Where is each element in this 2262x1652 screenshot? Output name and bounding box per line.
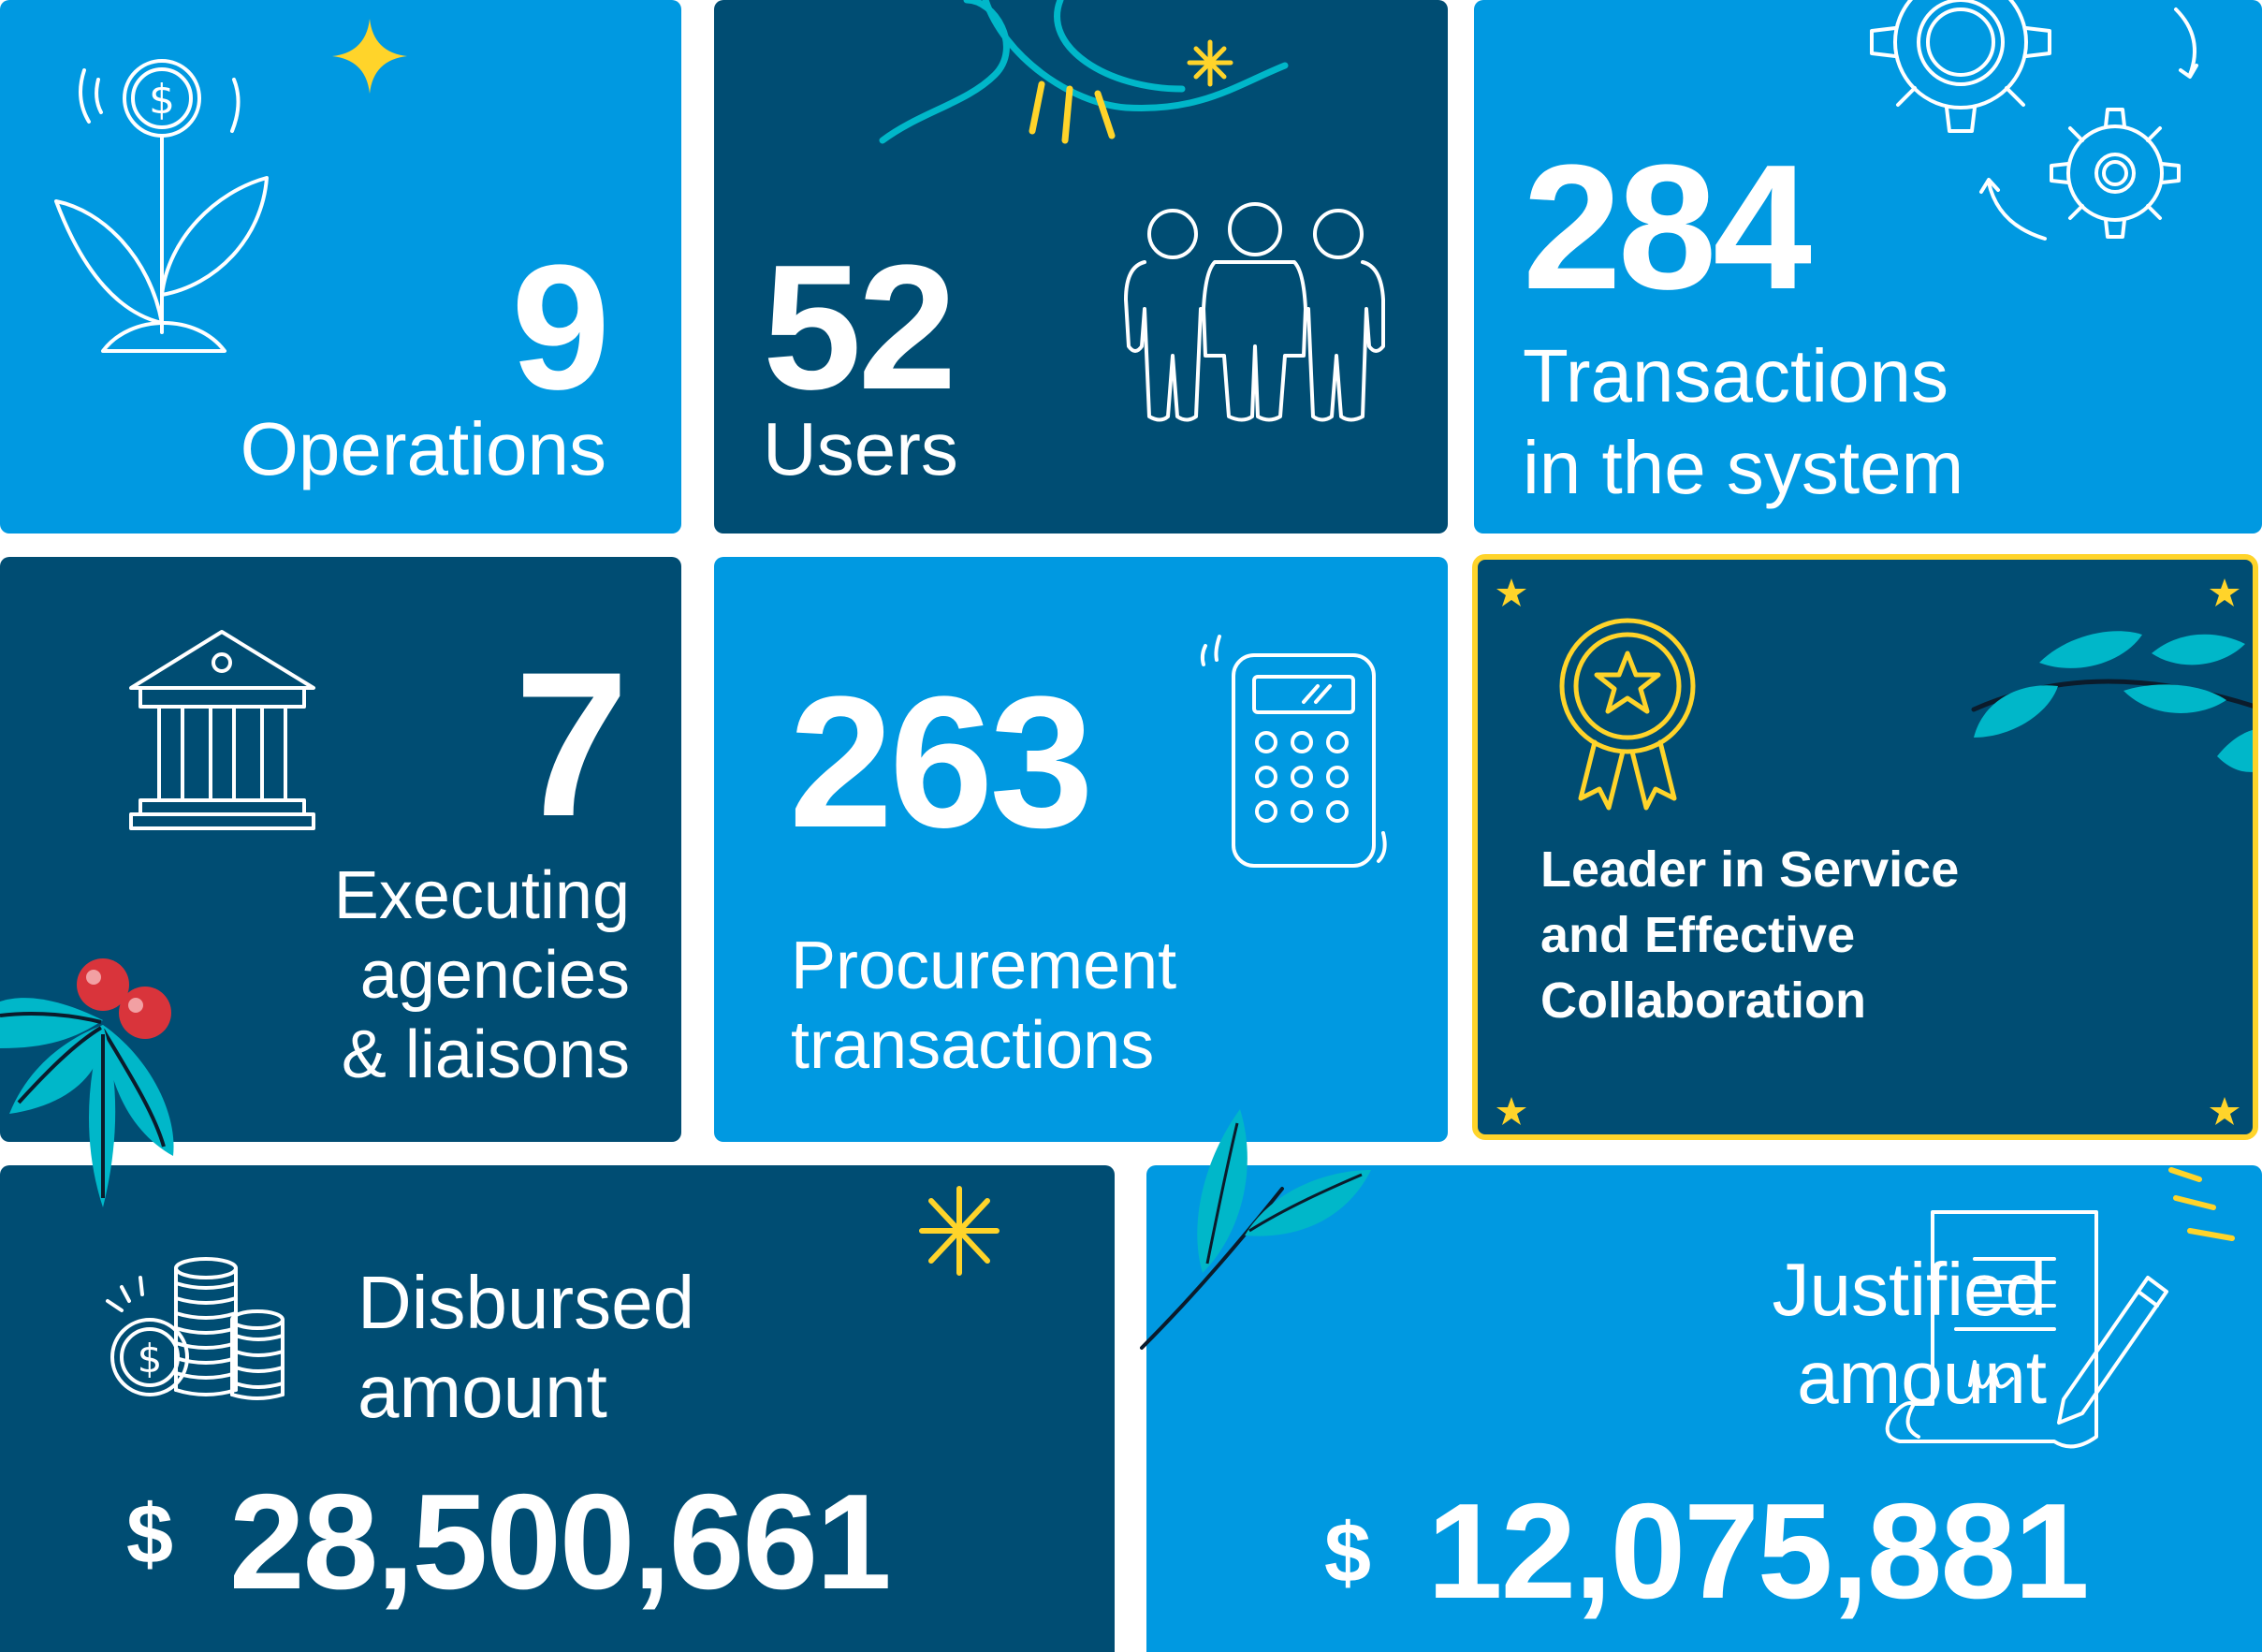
transactions-label-line2: in the system bbox=[1523, 426, 1964, 509]
sparkle-burst-icon bbox=[919, 1186, 1000, 1276]
disbursed-card: $ Disbursed amount $ 28,500,661 bbox=[0, 1165, 1115, 1652]
agencies-value: 7 bbox=[514, 629, 629, 859]
procurement-value: 263 bbox=[789, 658, 1094, 867]
star-corner-icon bbox=[1496, 1097, 1526, 1125]
procurement-card: 263 Procurement transactions bbox=[714, 557, 1448, 1142]
document-sign-icon bbox=[1885, 1210, 2168, 1449]
procurement-label-line1: Procurement bbox=[791, 928, 1177, 1003]
sparkle-icon bbox=[332, 19, 407, 94]
disbursed-label-line1: Disbursed bbox=[358, 1261, 695, 1344]
justified-amount: 12,075,881 bbox=[1427, 1475, 2090, 1627]
users-card: 52 Users bbox=[714, 0, 1448, 534]
agencies-label-line1: Executing bbox=[333, 858, 630, 933]
operations-card: $ 9 Operations bbox=[0, 0, 681, 534]
leaf-branch-decoration bbox=[1971, 631, 2253, 772]
star-corner-icon bbox=[2210, 1097, 2240, 1125]
plant-coin-icon: $ bbox=[54, 59, 269, 353]
svg-text:$: $ bbox=[149, 76, 175, 124]
transactions-card: 284 Transactions in the system bbox=[1474, 0, 2262, 534]
agencies-card: 7 Executing agencies & liaisons bbox=[0, 557, 681, 1142]
award-line1: Leader in Service bbox=[1540, 841, 1960, 898]
operations-value: 9 bbox=[511, 228, 610, 427]
users-value: 52 bbox=[763, 228, 956, 427]
award-line2: and Effective bbox=[1540, 907, 1856, 963]
justified-label-line1: Justified bbox=[1772, 1248, 2047, 1331]
award-card: Leader in Service and Effective Collabor… bbox=[1472, 554, 2258, 1140]
users-label: Users bbox=[763, 407, 958, 490]
star-corner-icon bbox=[1496, 578, 1526, 607]
transactions-label-line1: Transactions bbox=[1523, 334, 1948, 417]
transactions-value: 284 bbox=[1523, 128, 1812, 327]
bank-icon bbox=[129, 630, 315, 830]
disbursed-currency: $ bbox=[126, 1488, 174, 1582]
people-icon bbox=[1124, 202, 1385, 422]
coins-icon: $ bbox=[106, 1257, 285, 1400]
svg-text:$: $ bbox=[138, 1336, 163, 1382]
justified-currency: $ bbox=[1324, 1507, 1372, 1601]
procurement-label-line2: transactions bbox=[791, 1008, 1155, 1083]
justified-label-line2: amount bbox=[1797, 1336, 2047, 1419]
calculator-icon bbox=[1200, 635, 1387, 868]
star-corner-icon bbox=[2210, 578, 2240, 607]
scribble-decoration bbox=[879, 0, 1289, 144]
disbursed-label-line2: amount bbox=[358, 1350, 607, 1433]
justified-card: Justified amount $ 12,075,881 bbox=[1146, 1165, 2262, 1652]
agencies-label-line2: agencies bbox=[359, 938, 630, 1013]
disbursed-amount: 28,500,661 bbox=[229, 1466, 892, 1617]
award-line3: Collaboration bbox=[1540, 972, 1866, 1029]
medal-icon bbox=[1559, 618, 1696, 811]
agencies-label-line3: & liaisons bbox=[341, 1017, 630, 1092]
operations-label: Operations bbox=[240, 407, 606, 490]
gears-icon bbox=[1870, 0, 2198, 241]
